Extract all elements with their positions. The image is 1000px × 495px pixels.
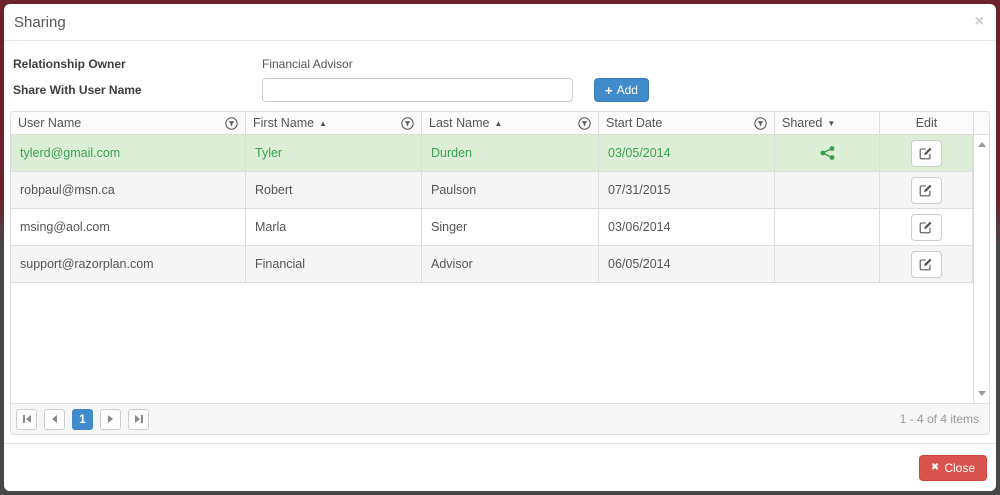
- cell-first-name: Tyler: [246, 135, 422, 171]
- last-page-icon: [134, 415, 140, 423]
- table-row[interactable]: robpaul@msn.ca Robert Paulson 07/31/2015: [11, 172, 973, 209]
- cell-first-name: Robert: [246, 172, 422, 208]
- cell-user-name: msing@aol.com: [11, 209, 246, 245]
- grid-header: User Name First Name ▲ Last Name ▲: [11, 112, 989, 135]
- next-page-icon: [108, 415, 113, 423]
- column-label: Start Date: [606, 116, 663, 130]
- relationship-owner-row: Relationship Owner Financial Advisor: [13, 53, 986, 75]
- share-icon: [819, 146, 835, 160]
- grid-rows: tylerd@gmail.com Tyler Durden 03/05/2014: [11, 135, 973, 403]
- pager-last-button[interactable]: [128, 408, 149, 430]
- filter-icon[interactable]: [225, 116, 238, 130]
- sort-desc-icon: ▼: [827, 118, 836, 128]
- edit-button[interactable]: [910, 250, 942, 278]
- grid-pager: 1 1 - 4 of 4 items: [11, 403, 989, 434]
- pager-prev-button[interactable]: [44, 408, 65, 430]
- add-button-label: Add: [616, 83, 638, 97]
- scroll-up-icon[interactable]: [977, 142, 986, 147]
- cell-shared: [775, 246, 880, 282]
- modal-footer: ✖ Close: [4, 443, 996, 491]
- cell-start-date: 07/31/2015: [599, 172, 775, 208]
- pager-next-button[interactable]: [100, 408, 121, 430]
- cell-first-name: Financial: [246, 246, 422, 282]
- share-with-row: Share With User Name + Add: [13, 78, 986, 102]
- cell-start-date: 03/06/2014: [599, 209, 775, 245]
- edit-button[interactable]: [910, 213, 942, 241]
- close-button[interactable]: ✖ Close: [918, 454, 987, 481]
- edit-button[interactable]: [910, 139, 942, 167]
- first-page-icon: [25, 415, 31, 423]
- vertical-scrollbar[interactable]: [973, 135, 989, 403]
- pager-page-1-button[interactable]: 1: [72, 408, 93, 430]
- share-with-label: Share With User Name: [13, 83, 142, 97]
- edit-button[interactable]: [910, 176, 942, 204]
- cell-edit: [880, 172, 973, 208]
- column-header-first-name[interactable]: First Name ▲: [246, 112, 422, 134]
- cell-shared: [775, 209, 880, 245]
- column-label: Last Name: [429, 116, 490, 130]
- table-row[interactable]: tylerd@gmail.com Tyler Durden 03/05/2014: [11, 135, 973, 172]
- cell-shared: [775, 135, 880, 171]
- column-label: User Name: [18, 116, 82, 130]
- cell-edit: [880, 135, 973, 171]
- cell-shared: [775, 172, 880, 208]
- relationship-owner-label: Relationship Owner: [13, 57, 126, 71]
- edit-pencil-icon: [919, 146, 933, 160]
- close-icon[interactable]: ×: [974, 13, 984, 30]
- table-row[interactable]: support@razorplan.com Financial Advisor …: [11, 246, 973, 283]
- column-header-shared[interactable]: Shared ▼: [775, 112, 880, 134]
- column-header-user-name[interactable]: User Name: [11, 112, 246, 134]
- edit-pencil-icon: [919, 220, 933, 234]
- sort-asc-icon: ▲: [319, 118, 328, 128]
- column-header-edit: Edit: [880, 112, 973, 134]
- modal-title: Sharing: [14, 13, 66, 31]
- table-row[interactable]: msing@aol.com Marla Singer 03/06/2014: [11, 209, 973, 246]
- column-label: First Name: [253, 116, 315, 130]
- column-header-start-date[interactable]: Start Date: [599, 112, 775, 134]
- filter-icon[interactable]: [578, 116, 591, 130]
- cell-last-name: Singer: [422, 209, 599, 245]
- scroll-down-icon[interactable]: [977, 391, 986, 396]
- pager-first-button[interactable]: [16, 408, 37, 430]
- cell-start-date: 03/05/2014: [599, 135, 775, 171]
- share-with-input[interactable]: [262, 78, 573, 102]
- sharing-modal: Sharing × Relationship Owner Financial A…: [4, 4, 996, 491]
- filter-icon[interactable]: [754, 116, 767, 130]
- cell-edit: [880, 246, 973, 282]
- modal-header: Sharing ×: [4, 4, 996, 41]
- grid-content: tylerd@gmail.com Tyler Durden 03/05/2014: [11, 135, 989, 403]
- close-button-label: Close: [944, 460, 975, 475]
- column-label: Edit: [915, 116, 938, 130]
- cell-first-name: Marla: [246, 209, 422, 245]
- cell-last-name: Paulson: [422, 172, 599, 208]
- cell-edit: [880, 209, 973, 245]
- pager-info: 1 - 4 of 4 items: [899, 412, 979, 426]
- cell-user-name: support@razorplan.com: [11, 246, 246, 282]
- plus-icon: +: [605, 82, 613, 98]
- column-label: Shared: [782, 116, 823, 130]
- edit-pencil-icon: [919, 183, 933, 197]
- scrollbar-header-pad: [973, 112, 989, 134]
- cell-last-name: Advisor: [422, 246, 599, 282]
- form-area: Relationship Owner Financial Advisor Sha…: [4, 41, 996, 102]
- filter-icon[interactable]: [401, 116, 414, 130]
- cell-user-name: tylerd@gmail.com: [11, 135, 246, 171]
- add-button[interactable]: + Add: [594, 78, 649, 102]
- sharing-grid: User Name First Name ▲ Last Name ▲: [10, 111, 990, 435]
- cell-last-name: Durden: [422, 135, 599, 171]
- relationship-owner-value: Financial Advisor: [262, 57, 353, 71]
- close-x-icon: ✖: [930, 462, 940, 473]
- edit-pencil-icon: [919, 257, 933, 271]
- cell-start-date: 06/05/2014: [599, 246, 775, 282]
- prev-page-icon: [52, 415, 57, 423]
- column-header-last-name[interactable]: Last Name ▲: [422, 112, 599, 134]
- sort-asc-icon: ▲: [494, 118, 503, 128]
- cell-user-name: robpaul@msn.ca: [11, 172, 246, 208]
